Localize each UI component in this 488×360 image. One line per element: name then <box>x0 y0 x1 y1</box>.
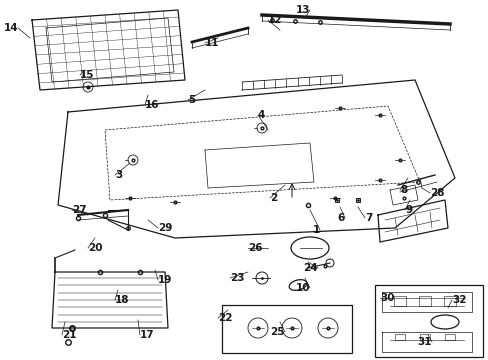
Text: 11: 11 <box>204 38 219 48</box>
Text: 1: 1 <box>312 225 319 235</box>
Text: 12: 12 <box>267 15 282 25</box>
Text: 22: 22 <box>218 313 232 323</box>
Text: 9: 9 <box>404 205 411 215</box>
Bar <box>443 296 455 306</box>
Text: 20: 20 <box>88 243 102 253</box>
Text: 16: 16 <box>145 100 159 110</box>
Text: 23: 23 <box>229 273 244 283</box>
Bar <box>394 334 404 340</box>
Bar <box>222 305 351 353</box>
Text: 14: 14 <box>3 23 18 33</box>
Text: 2: 2 <box>269 193 277 203</box>
Text: 6: 6 <box>337 213 345 223</box>
Text: 32: 32 <box>451 295 466 305</box>
Text: 4: 4 <box>258 110 265 120</box>
Text: 18: 18 <box>115 295 129 305</box>
Text: 31: 31 <box>417 337 431 347</box>
Text: 3: 3 <box>115 170 122 180</box>
Text: 30: 30 <box>379 293 394 303</box>
Bar <box>393 296 405 306</box>
Bar <box>374 285 482 357</box>
Text: 17: 17 <box>140 330 154 340</box>
Text: 24: 24 <box>303 263 317 273</box>
Bar <box>444 334 454 340</box>
Text: 26: 26 <box>247 243 262 253</box>
Text: 27: 27 <box>72 205 86 215</box>
Text: 10: 10 <box>295 283 309 293</box>
Text: 25: 25 <box>270 327 285 337</box>
Text: 21: 21 <box>62 330 76 340</box>
Text: 28: 28 <box>429 188 444 198</box>
Text: 5: 5 <box>187 95 195 105</box>
Bar <box>419 334 429 340</box>
Text: 8: 8 <box>399 185 407 195</box>
Text: 19: 19 <box>158 275 172 285</box>
Bar <box>418 296 430 306</box>
Text: 15: 15 <box>80 70 94 80</box>
Text: 7: 7 <box>364 213 372 223</box>
Text: 29: 29 <box>158 223 172 233</box>
Text: 13: 13 <box>295 5 309 15</box>
